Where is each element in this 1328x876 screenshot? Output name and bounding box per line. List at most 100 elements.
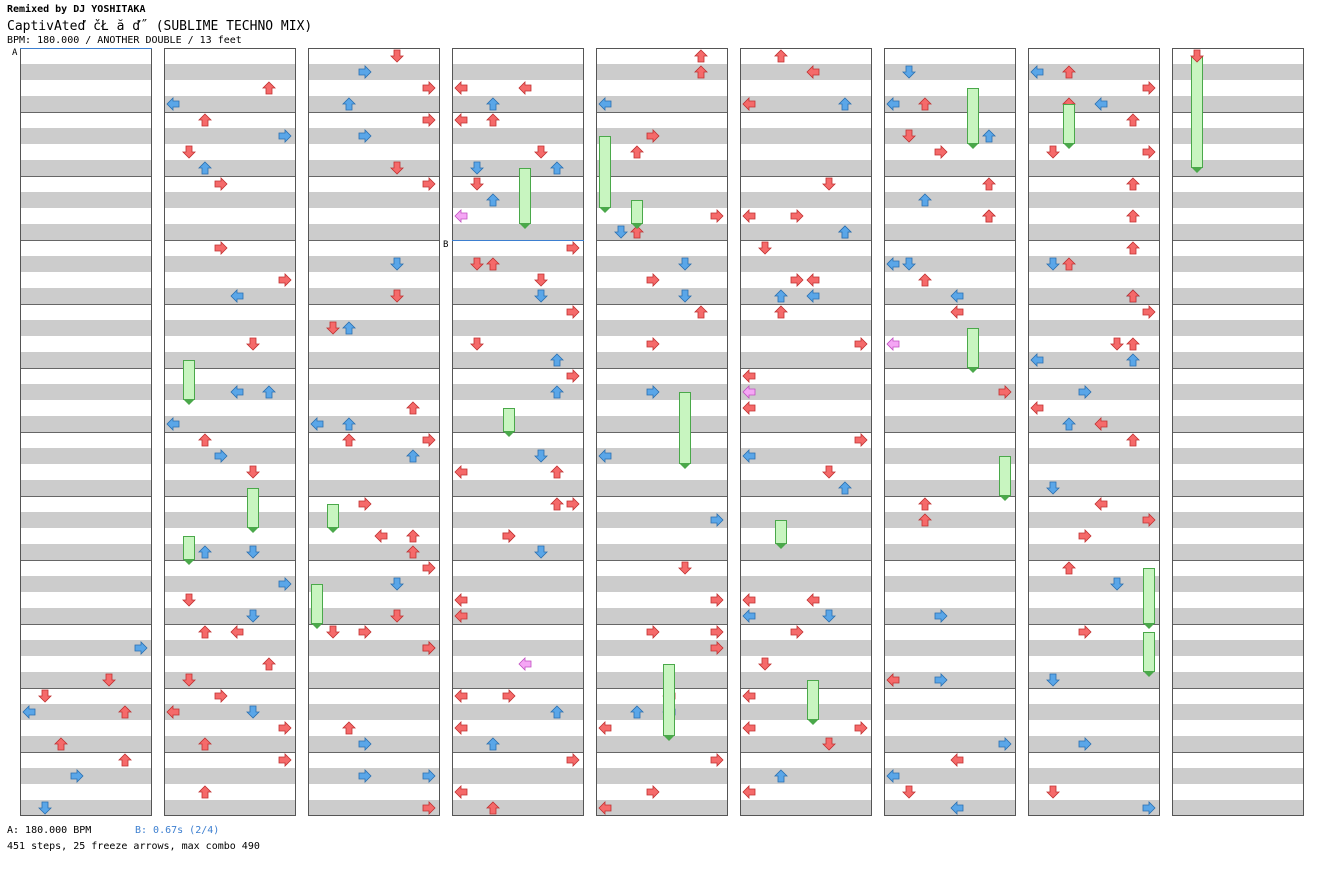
measure-line [164,688,296,689]
left-arrow-icon [598,801,612,815]
up-arrow-icon [1126,433,1140,447]
measure-line [452,624,584,625]
measure-line [164,432,296,433]
measure-line [164,496,296,497]
left-arrow-icon [1030,353,1044,367]
measure-line [1172,240,1304,241]
chart-column [20,48,152,816]
freeze-arrow [183,360,195,405]
chart-info: BPM: 180.000 / ANOTHER DOUBLE / 13 feet [7,35,242,46]
measure-line [1172,176,1304,177]
measure-line [452,496,584,497]
up-arrow-icon [918,97,932,111]
right-arrow-icon [566,497,580,511]
down-arrow-icon [822,737,836,751]
measure-line [884,240,1016,241]
measure-line [452,368,584,369]
measure-line [452,560,584,561]
down-arrow-icon [1190,49,1204,63]
chart-title: CaptivAteď čŁ ă ď˝ (SUBLIME TECHNO MIX) [7,19,313,34]
measure-line [1028,368,1160,369]
right-arrow-icon [278,129,292,143]
up-arrow-icon [54,737,68,751]
up-arrow-icon [118,705,132,719]
measure-line [164,176,296,177]
measure-line [308,304,440,305]
right-arrow-icon [214,689,228,703]
measure-line [164,304,296,305]
up-arrow-icon [1126,289,1140,303]
chart-stats: 451 steps, 25 freeze arrows, max combo 4… [7,841,260,852]
measure-line [20,176,152,177]
down-arrow-icon [182,593,196,607]
right-arrow-icon [934,145,948,159]
measure-line [884,304,1016,305]
chart-column [596,48,728,816]
up-arrow-icon [982,209,996,223]
measure-line [308,112,440,113]
measure-line [1028,112,1160,113]
up-arrow-icon [198,161,212,175]
left-arrow-icon [742,593,756,607]
right-arrow-icon [646,385,660,399]
measure-line [740,304,872,305]
measure-line [1028,240,1160,241]
up-arrow-icon [1126,209,1140,223]
measure-line [308,240,440,241]
measure-line [452,112,584,113]
freeze-arrow [599,136,611,213]
left-arrow-icon [950,753,964,767]
right-arrow-icon [358,129,372,143]
left-arrow-icon [742,609,756,623]
measure-line [596,304,728,305]
freeze-arrow [807,680,819,725]
down-arrow-icon [758,657,772,671]
up-arrow-icon [550,353,564,367]
down-arrow-icon [902,65,916,79]
right-arrow-icon [710,753,724,767]
left-arrow-icon [598,449,612,463]
down-arrow-icon [470,161,484,175]
right-arrow-icon [422,177,436,191]
down-arrow-icon [182,145,196,159]
right-arrow-icon [566,753,580,767]
marker-b-label: B [443,240,449,250]
freeze-arrow [519,168,531,229]
right-arrow-icon [358,737,372,751]
measure-line [1028,624,1160,625]
up-arrow-icon [1126,177,1140,191]
freeze-arrow [967,88,979,149]
up-arrow-icon [1126,241,1140,255]
up-arrow-icon [342,721,356,735]
down-arrow-icon [102,673,116,687]
left-arrow-icon [886,337,900,351]
chart-column [1028,48,1160,816]
down-arrow-icon [1046,257,1060,271]
measure-line [20,560,152,561]
measure-line [596,688,728,689]
up-arrow-icon [118,753,132,767]
measure-line [596,496,728,497]
left-arrow-icon [454,113,468,127]
right-arrow-icon [358,625,372,639]
up-arrow-icon [198,737,212,751]
left-arrow-icon [22,705,36,719]
freeze-arrow [1063,104,1075,149]
measure-line [740,496,872,497]
right-arrow-icon [1078,385,1092,399]
left-arrow-icon [230,385,244,399]
left-arrow-icon [806,65,820,79]
left-arrow-icon [1030,65,1044,79]
up-arrow-icon [406,545,420,559]
down-arrow-icon [614,225,628,239]
up-arrow-icon [918,193,932,207]
chart-column [884,48,1016,816]
up-arrow-icon [262,81,276,95]
up-arrow-icon [1126,337,1140,351]
measure-line [1172,688,1304,689]
down-arrow-icon [534,545,548,559]
up-arrow-icon [342,417,356,431]
down-arrow-icon [822,177,836,191]
measure-line [308,624,440,625]
up-arrow-icon [1126,113,1140,127]
